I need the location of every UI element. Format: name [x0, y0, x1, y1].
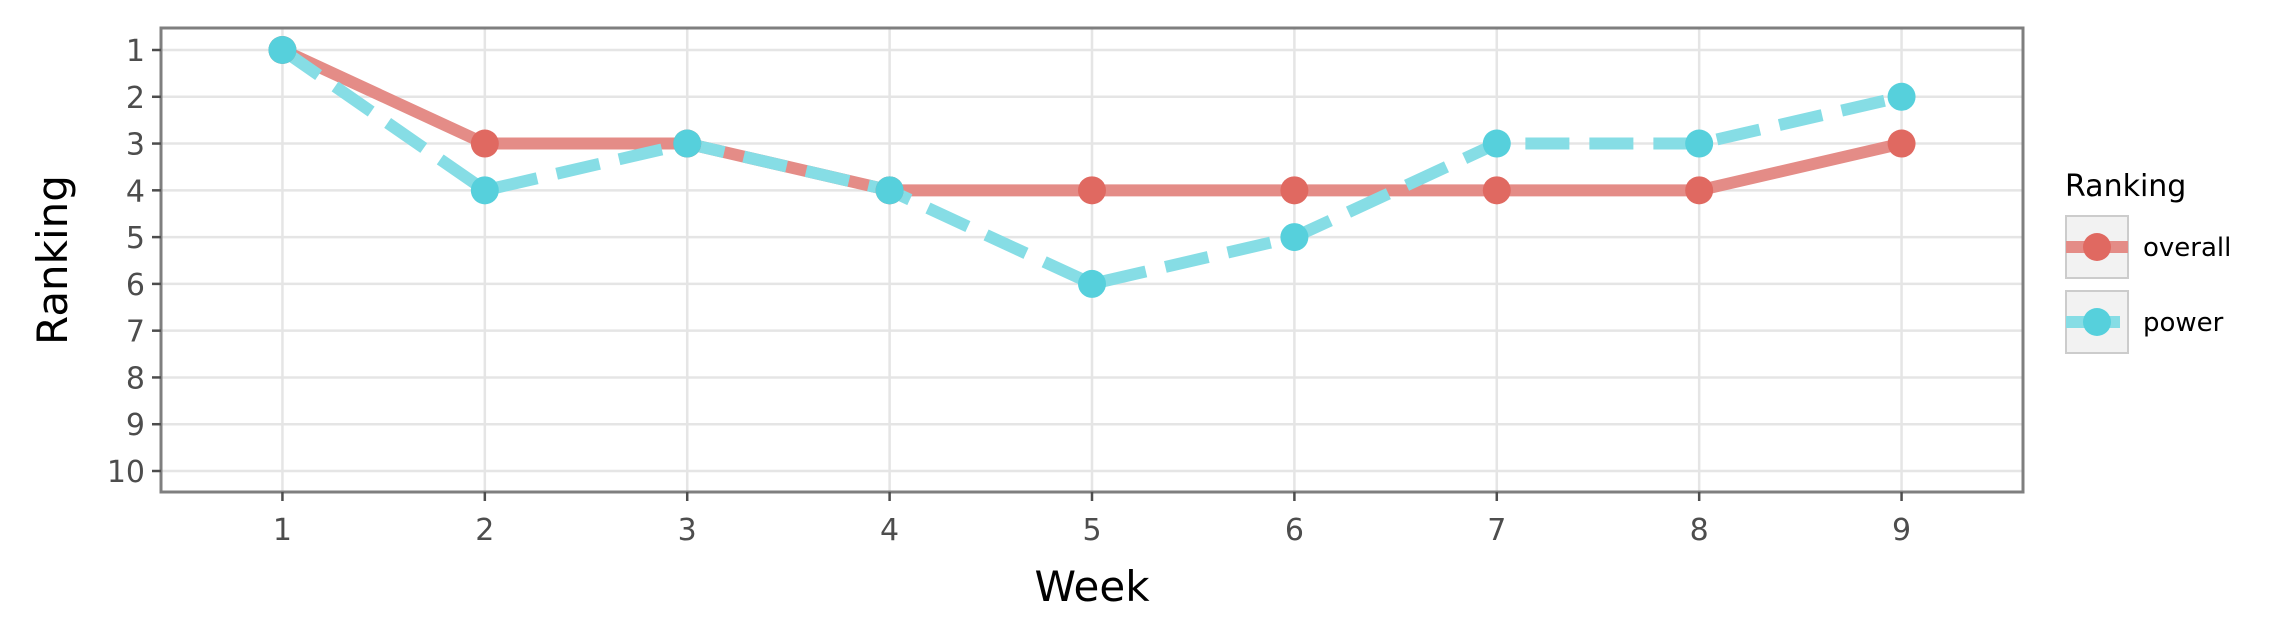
point-power-week-3	[673, 129, 702, 158]
y-tick-label-6: 6	[126, 268, 145, 303]
x-tick-label-2: 2	[475, 513, 494, 548]
legend-marker-overall	[2083, 233, 2111, 261]
x-tick-label-8: 8	[1690, 513, 1709, 548]
point-power-week-8	[1685, 129, 1714, 158]
point-overall-week-6	[1280, 176, 1309, 205]
point-overall-week-7	[1482, 176, 1511, 205]
y-tick-label-2: 2	[126, 81, 145, 116]
point-power-week-7	[1482, 129, 1511, 158]
y-tick-label-4: 4	[126, 174, 145, 209]
x-tick-label-3: 3	[678, 513, 697, 548]
y-axis-ticks: 1 2 3 4 5 6 7 8 9 10	[107, 34, 161, 490]
y-axis-title: Ranking	[28, 175, 77, 345]
y-tick-label-9: 9	[126, 408, 145, 443]
point-power-week-1	[268, 36, 297, 64]
y-tick-label-7: 7	[126, 315, 145, 350]
x-tick-label-5: 5	[1082, 513, 1101, 548]
y-tick-label-8: 8	[126, 361, 145, 396]
legend-label-overall: overall	[2143, 233, 2231, 263]
series-line-power	[279, 45, 1903, 290]
legend-title: Ranking	[2065, 169, 2186, 204]
point-overall-week-9	[1887, 129, 1916, 158]
x-axis-ticks: 1 2 3 4 5 6 7 8 9	[273, 492, 1911, 548]
x-axis-title: Week	[1034, 562, 1150, 611]
legend: Ranking overall power	[2065, 169, 2231, 354]
point-overall-week-2	[470, 129, 499, 158]
y-tick-label-1: 1	[126, 34, 145, 69]
point-overall-week-5	[1078, 176, 1106, 205]
x-tick-label-6: 6	[1285, 513, 1304, 548]
point-power-week-4	[875, 176, 904, 205]
y-tick-label-5: 5	[126, 221, 145, 256]
legend-marker-power	[2083, 308, 2111, 336]
y-tick-label-10: 10	[107, 455, 145, 490]
series-points	[268, 36, 1916, 298]
point-power-week-2	[470, 176, 499, 205]
legend-label-power: power	[2143, 308, 2224, 338]
point-power-week-6	[1280, 223, 1309, 252]
x-tick-label-1: 1	[273, 513, 292, 548]
point-power-week-9	[1887, 82, 1916, 111]
y-tick-label-3: 3	[126, 128, 145, 163]
x-tick-label-9: 9	[1892, 513, 1911, 548]
x-tick-label-7: 7	[1487, 513, 1506, 548]
point-power-week-5	[1078, 269, 1106, 298]
x-tick-label-4: 4	[880, 513, 899, 548]
point-overall-week-8	[1685, 176, 1714, 205]
